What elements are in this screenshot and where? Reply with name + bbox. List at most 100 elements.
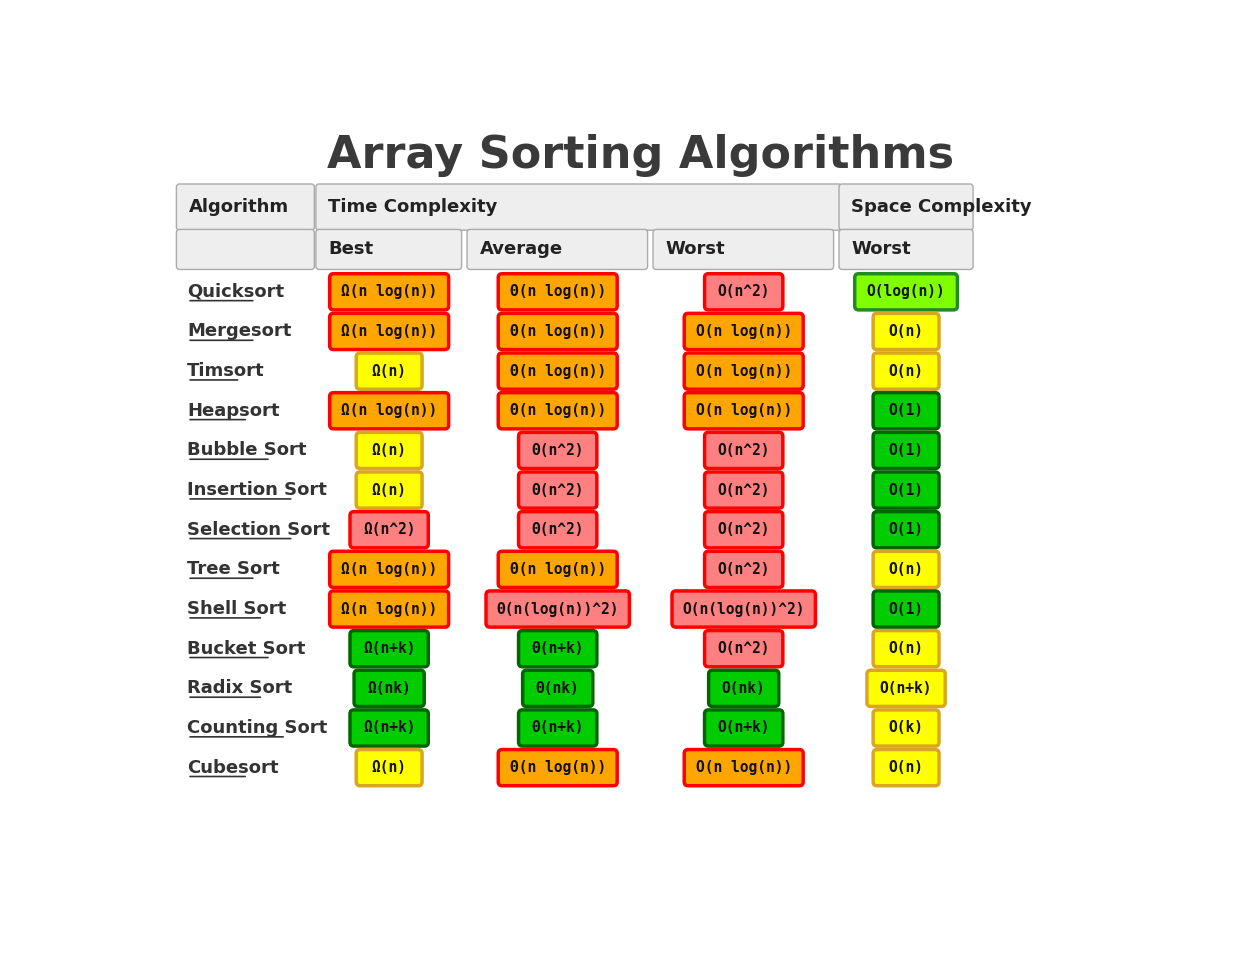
- Text: Θ(n(log(n))^2): Θ(n(log(n))^2): [496, 602, 619, 616]
- Text: Ω(nk): Ω(nk): [368, 681, 411, 696]
- FancyBboxPatch shape: [872, 432, 939, 469]
- FancyBboxPatch shape: [499, 551, 618, 588]
- FancyBboxPatch shape: [705, 274, 782, 310]
- Text: O(n): O(n): [889, 324, 924, 339]
- Text: O(1): O(1): [889, 483, 924, 497]
- Text: Θ(n log(n)): Θ(n log(n)): [510, 285, 606, 299]
- FancyBboxPatch shape: [872, 551, 939, 588]
- FancyBboxPatch shape: [872, 710, 939, 746]
- FancyBboxPatch shape: [705, 432, 782, 469]
- FancyBboxPatch shape: [499, 313, 618, 350]
- FancyBboxPatch shape: [330, 274, 449, 310]
- Text: Array Sorting Algorithms: Array Sorting Algorithms: [328, 134, 954, 177]
- Text: Θ(n log(n)): Θ(n log(n)): [510, 364, 606, 378]
- Text: Ω(n log(n)): Ω(n log(n)): [341, 602, 437, 616]
- FancyBboxPatch shape: [519, 432, 596, 469]
- FancyBboxPatch shape: [855, 274, 958, 310]
- FancyBboxPatch shape: [684, 750, 804, 786]
- Text: O(1): O(1): [889, 404, 924, 418]
- Text: Tree Sort: Tree Sort: [188, 561, 280, 578]
- Text: O(n^2): O(n^2): [718, 523, 770, 537]
- FancyBboxPatch shape: [176, 229, 314, 269]
- Text: Ω(n+k): Ω(n+k): [362, 721, 415, 735]
- Text: O(1): O(1): [889, 443, 924, 458]
- FancyBboxPatch shape: [486, 591, 630, 627]
- FancyBboxPatch shape: [356, 432, 422, 469]
- Text: Ω(n log(n)): Ω(n log(n)): [341, 285, 437, 299]
- Text: Worst: Worst: [665, 241, 725, 258]
- FancyBboxPatch shape: [350, 512, 429, 548]
- FancyBboxPatch shape: [468, 229, 648, 269]
- FancyBboxPatch shape: [519, 512, 596, 548]
- FancyBboxPatch shape: [672, 591, 815, 627]
- Text: Best: Best: [329, 241, 374, 258]
- Text: Ω(n): Ω(n): [371, 443, 406, 458]
- FancyBboxPatch shape: [684, 353, 804, 389]
- Text: O(n^2): O(n^2): [718, 642, 770, 656]
- FancyBboxPatch shape: [519, 710, 596, 746]
- Text: Θ(nk): Θ(nk): [536, 681, 580, 696]
- Text: O(n+k): O(n+k): [880, 681, 932, 696]
- Text: O(n^2): O(n^2): [718, 443, 770, 458]
- Text: Θ(n log(n)): Θ(n log(n)): [510, 324, 606, 339]
- FancyBboxPatch shape: [356, 750, 422, 786]
- Text: O(1): O(1): [889, 602, 924, 616]
- Text: O(n log(n)): O(n log(n)): [695, 364, 791, 378]
- FancyBboxPatch shape: [330, 393, 449, 429]
- Text: O(log(n)): O(log(n)): [866, 285, 945, 299]
- Text: Ω(n+k): Ω(n+k): [362, 642, 415, 656]
- Text: Θ(n+k): Θ(n+k): [531, 721, 584, 735]
- FancyBboxPatch shape: [519, 631, 596, 667]
- Text: Shell Sort: Shell Sort: [188, 600, 286, 618]
- FancyBboxPatch shape: [330, 313, 449, 350]
- FancyBboxPatch shape: [867, 670, 945, 707]
- Text: Insertion Sort: Insertion Sort: [188, 481, 328, 499]
- Text: Space Complexity: Space Complexity: [851, 198, 1032, 216]
- FancyBboxPatch shape: [330, 591, 449, 627]
- FancyBboxPatch shape: [350, 631, 429, 667]
- FancyBboxPatch shape: [872, 313, 939, 350]
- FancyBboxPatch shape: [872, 512, 939, 548]
- FancyBboxPatch shape: [872, 393, 939, 429]
- Text: Radix Sort: Radix Sort: [188, 680, 292, 697]
- FancyBboxPatch shape: [705, 512, 782, 548]
- FancyBboxPatch shape: [356, 472, 422, 508]
- Text: Θ(n^2): Θ(n^2): [531, 523, 584, 537]
- FancyBboxPatch shape: [839, 229, 972, 269]
- Text: O(k): O(k): [889, 721, 924, 735]
- Text: Algorithm: Algorithm: [189, 198, 289, 216]
- Text: Ω(n log(n)): Ω(n log(n)): [341, 324, 437, 339]
- Text: O(n log(n)): O(n log(n)): [695, 404, 791, 418]
- FancyBboxPatch shape: [872, 631, 939, 667]
- Text: O(n^2): O(n^2): [718, 285, 770, 299]
- Text: O(n^2): O(n^2): [718, 483, 770, 497]
- FancyBboxPatch shape: [519, 472, 596, 508]
- FancyBboxPatch shape: [705, 710, 782, 746]
- Text: Θ(n log(n)): Θ(n log(n)): [510, 404, 606, 418]
- Text: O(n): O(n): [889, 760, 924, 775]
- Text: O(n(log(n))^2): O(n(log(n))^2): [682, 602, 805, 616]
- FancyBboxPatch shape: [684, 393, 804, 429]
- Text: Ω(n): Ω(n): [371, 760, 406, 775]
- FancyBboxPatch shape: [350, 710, 429, 746]
- Text: Ω(n): Ω(n): [371, 483, 406, 497]
- Text: Θ(n^2): Θ(n^2): [531, 443, 584, 458]
- FancyBboxPatch shape: [356, 353, 422, 389]
- FancyBboxPatch shape: [499, 274, 618, 310]
- Text: Ω(n log(n)): Ω(n log(n)): [341, 404, 437, 418]
- Text: Ω(n^2): Ω(n^2): [362, 523, 415, 537]
- Text: O(nk): O(nk): [721, 681, 765, 696]
- FancyBboxPatch shape: [316, 184, 841, 230]
- FancyBboxPatch shape: [522, 670, 592, 707]
- Text: Bucket Sort: Bucket Sort: [188, 640, 306, 658]
- Text: Θ(n+k): Θ(n+k): [531, 642, 584, 656]
- Text: O(n+k): O(n+k): [718, 721, 770, 735]
- FancyBboxPatch shape: [354, 670, 424, 707]
- FancyBboxPatch shape: [330, 551, 449, 588]
- Text: O(n): O(n): [889, 562, 924, 577]
- Text: O(n^2): O(n^2): [718, 562, 770, 577]
- Text: Bubble Sort: Bubble Sort: [188, 442, 306, 459]
- Text: Θ(n^2): Θ(n^2): [531, 483, 584, 497]
- Text: Heapsort: Heapsort: [188, 402, 280, 420]
- FancyBboxPatch shape: [499, 393, 618, 429]
